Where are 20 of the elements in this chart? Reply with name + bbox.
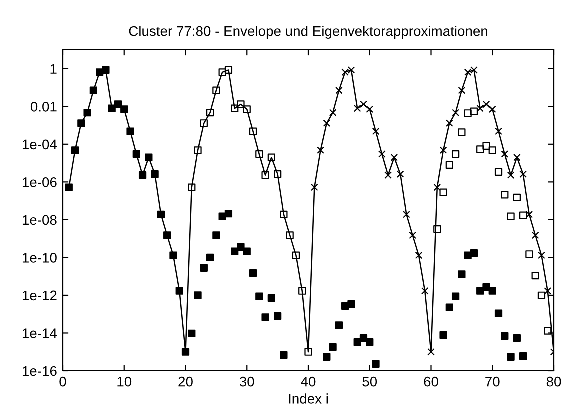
y-tick-label: 1e-10 [22, 253, 57, 263]
y-tick-label: 1e-06 [22, 178, 57, 188]
y-tick-label: 1e-08 [22, 215, 57, 226]
x-axis-title: Index i [289, 394, 328, 404]
y-tick-label: 0.01 [30, 102, 57, 112]
x-tick-label: 60 [424, 376, 438, 387]
y-tick-label: 1e-12 [22, 290, 57, 301]
x-tick-label: 70 [486, 376, 500, 387]
x-tick-label: 30 [240, 376, 254, 387]
y-tick-label: 1e-04 [22, 140, 58, 150]
x-tick-label: 50 [362, 376, 378, 387]
y-tick-label: 1 [50, 64, 57, 74]
x-tick-label: 20 [178, 376, 193, 387]
x-tick-label: 40 [301, 376, 316, 387]
y-tick-label: 1e-14 [22, 328, 58, 338]
x-tick-label: 0 [60, 376, 66, 387]
x-tick-label: 10 [118, 376, 132, 387]
chart-title: Cluster 77:80 - Envelope und Eigenvektorapproximationen [129, 26, 488, 39]
x-tick-label: 80 [546, 376, 561, 387]
y-tick-label: 1e-16 [22, 366, 57, 376]
